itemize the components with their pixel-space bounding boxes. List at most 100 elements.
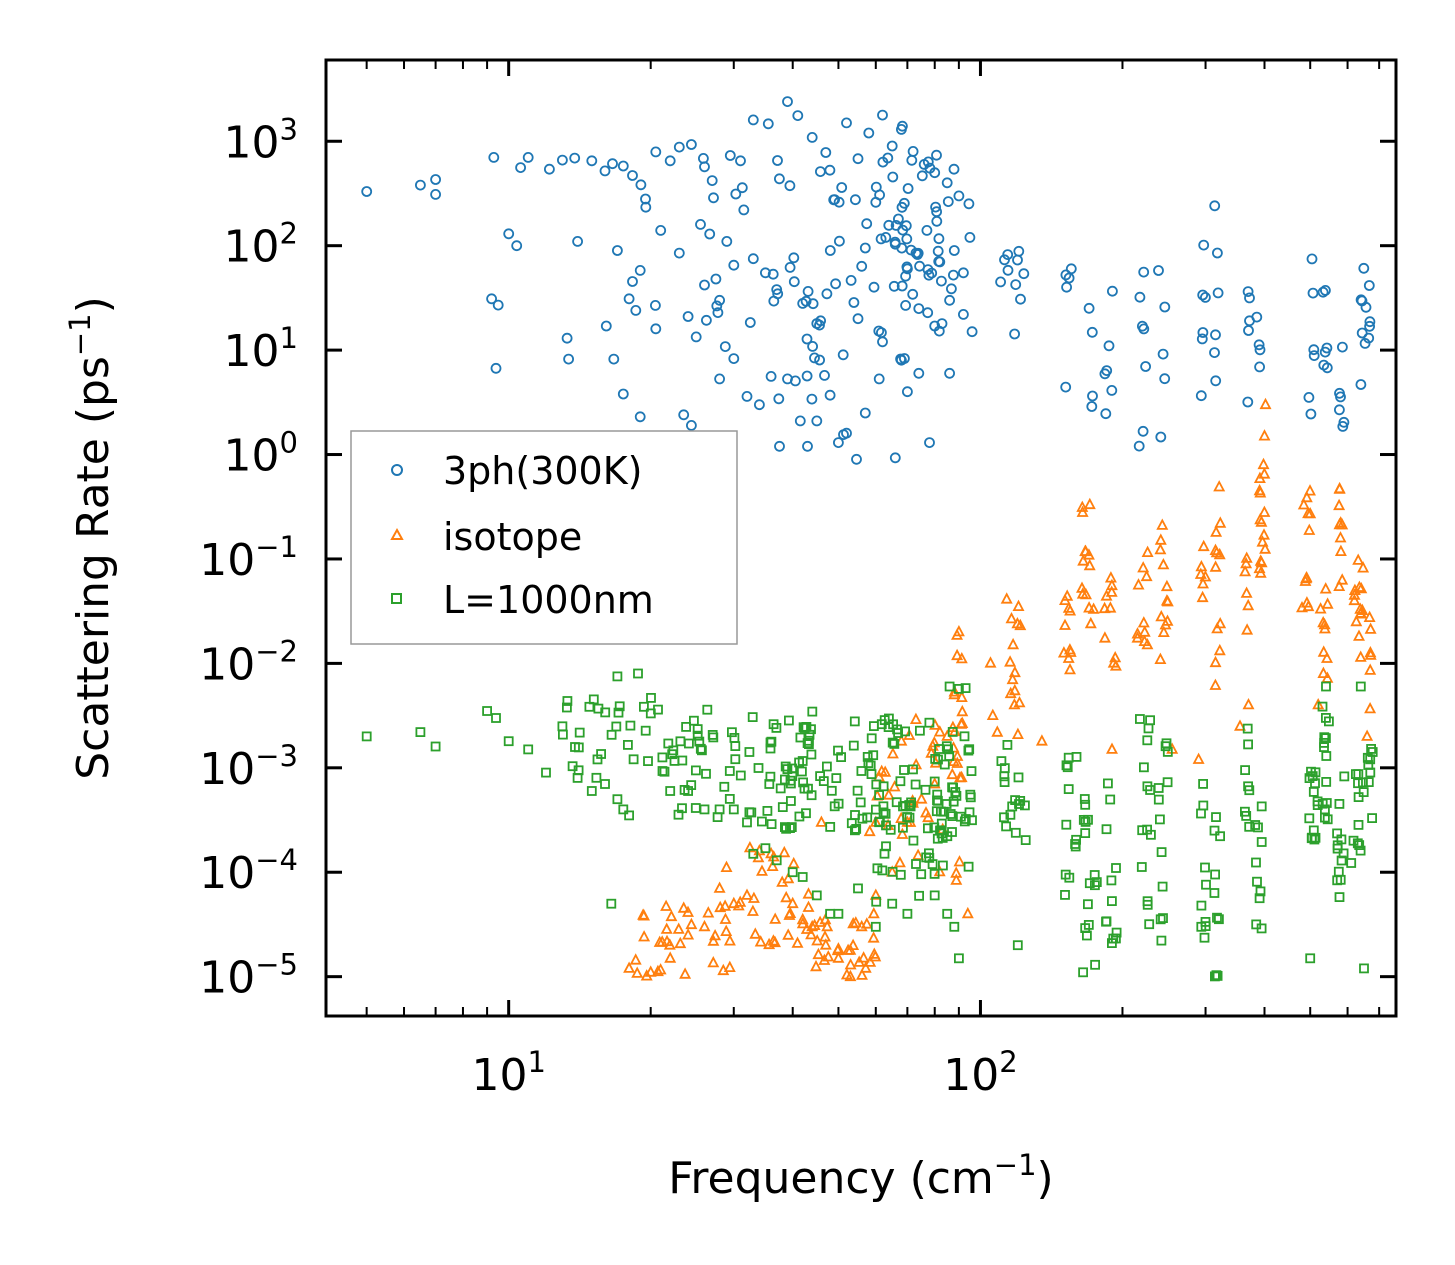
data-point — [802, 887, 815, 899]
data-point — [867, 931, 880, 943]
data-point — [955, 690, 968, 702]
data-point — [756, 864, 768, 876]
data-point — [995, 276, 1006, 288]
data-point — [811, 415, 823, 427]
data-point — [592, 754, 603, 765]
data-point — [1209, 888, 1220, 898]
data-point — [1137, 825, 1148, 836]
data-point — [807, 706, 818, 717]
data-point — [482, 706, 493, 716]
data-point — [949, 921, 960, 932]
data-point — [735, 155, 746, 167]
data-point — [856, 968, 868, 980]
data-point — [1353, 580, 1366, 592]
data-point — [819, 912, 832, 925]
data-point — [415, 727, 426, 737]
data-point — [1337, 341, 1348, 353]
data-point — [1157, 348, 1169, 360]
data-point — [1242, 697, 1255, 710]
data-point — [1155, 814, 1165, 825]
data-point — [833, 437, 844, 449]
data-point — [824, 245, 836, 256]
data-point — [714, 294, 725, 306]
legend-entry-3ph: 3ph(300K) — [391, 449, 642, 493]
data-point — [665, 909, 678, 922]
data-point — [1310, 767, 1321, 778]
data-point — [908, 764, 918, 775]
data-point — [1195, 390, 1207, 402]
data-point — [430, 188, 442, 200]
data-point — [1086, 401, 1098, 412]
data-point — [848, 297, 860, 308]
data-point — [942, 196, 954, 208]
data-point — [708, 192, 719, 204]
data-point — [902, 386, 913, 398]
axis-ticks — [326, 60, 1396, 1016]
data-point — [883, 219, 895, 231]
data-point — [628, 754, 639, 765]
data-point — [909, 712, 922, 724]
data-point — [1321, 777, 1332, 787]
data-point — [1060, 869, 1071, 880]
data-point — [819, 930, 831, 942]
data-point — [664, 951, 677, 963]
data-point — [782, 928, 795, 940]
data-point — [1020, 835, 1031, 845]
data-point — [1300, 490, 1313, 503]
data-point — [801, 808, 811, 819]
data-point — [1321, 342, 1333, 354]
data-point — [780, 822, 790, 832]
data-point — [728, 804, 739, 815]
data-point — [907, 288, 919, 300]
data-point — [964, 231, 976, 243]
data-point — [765, 370, 777, 382]
data-point — [730, 754, 741, 765]
data-point — [749, 927, 762, 939]
data-point — [1332, 828, 1342, 839]
legend-marker-circle — [391, 464, 403, 476]
data-point — [1354, 602, 1367, 614]
data-point — [544, 163, 555, 175]
data-point — [834, 235, 845, 247]
data-point — [663, 738, 674, 749]
data-point — [948, 687, 961, 700]
data-point — [1083, 497, 1096, 510]
data-point — [963, 861, 974, 872]
data-point — [809, 352, 820, 364]
data-point — [829, 194, 840, 206]
data-point — [908, 835, 919, 846]
data-point — [1309, 834, 1320, 845]
data-point — [1305, 408, 1317, 420]
data-point — [964, 744, 975, 755]
data-point — [915, 792, 928, 804]
data-point — [910, 757, 923, 770]
data-point — [503, 736, 514, 747]
data-point — [1018, 268, 1030, 280]
data-point — [753, 763, 764, 773]
data-point — [1333, 579, 1346, 591]
data-point — [744, 807, 755, 818]
data-point — [863, 824, 876, 837]
data-point — [719, 341, 731, 353]
data-point — [1214, 616, 1227, 629]
data-point — [841, 117, 852, 129]
data-point — [486, 293, 498, 305]
data-point — [930, 201, 941, 213]
data-point — [899, 353, 910, 364]
data-point — [802, 738, 813, 748]
data-point — [911, 859, 921, 869]
data-point — [492, 299, 504, 311]
data-point — [1257, 457, 1270, 470]
data-point — [933, 233, 945, 245]
data-point — [784, 906, 797, 918]
data-point — [889, 238, 901, 250]
data-point — [944, 367, 955, 379]
data-point — [1083, 920, 1094, 930]
data-point — [640, 725, 651, 736]
data-point — [1071, 752, 1082, 762]
data-point — [1240, 551, 1253, 563]
data-point — [896, 280, 908, 292]
data-point — [608, 353, 620, 365]
data-point — [1192, 752, 1205, 764]
data-point — [946, 767, 959, 780]
